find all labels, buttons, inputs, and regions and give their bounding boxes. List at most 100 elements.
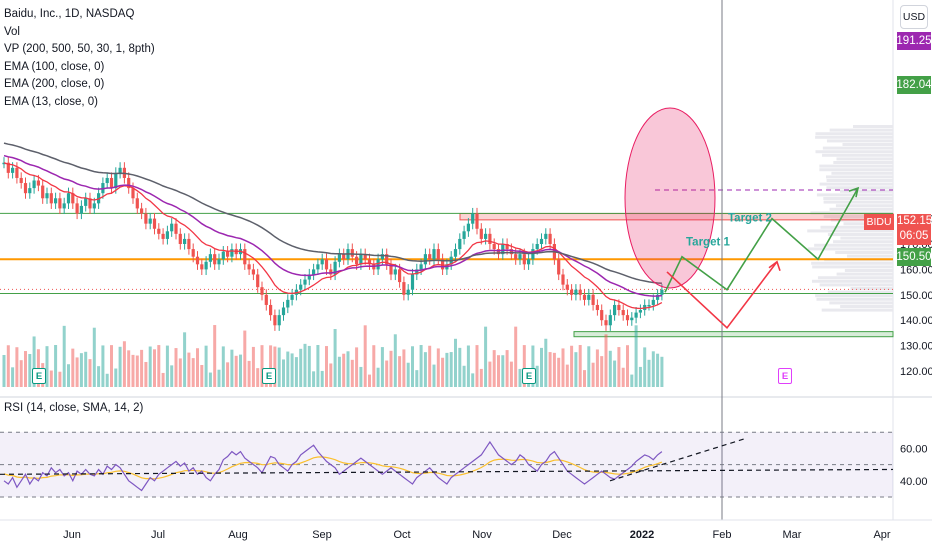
- earnings-icon[interactable]: E: [262, 368, 276, 384]
- earnings-icon-future[interactable]: E: [778, 368, 792, 384]
- candle-body: [570, 289, 574, 295]
- candle-body: [161, 233, 165, 239]
- candle-body: [496, 249, 501, 255]
- volume-bar: [178, 358, 182, 387]
- volume-bar: [294, 357, 298, 387]
- volume-bar: [127, 350, 131, 387]
- volume-bar: [350, 359, 354, 387]
- legend-ema200[interactable]: EMA (200, close, 0): [4, 78, 105, 91]
- volume-bar: [19, 360, 23, 387]
- symbol-tag: BIDU: [864, 214, 894, 230]
- volume-bar: [643, 347, 647, 387]
- candle-body: [251, 269, 255, 275]
- legend-ema100[interactable]: EMA (100, close, 0): [4, 60, 105, 73]
- candle-body: [367, 259, 372, 265]
- volume-bar: [368, 374, 371, 387]
- volume-profile-bar: [833, 161, 893, 164]
- volume-bar: [552, 352, 556, 387]
- candle-body: [574, 289, 578, 295]
- candle-body: [557, 259, 561, 275]
- candle-body: [415, 269, 419, 275]
- volume-bar: [630, 374, 634, 387]
- candle-body: [595, 304, 599, 311]
- volume-bar: [621, 367, 625, 387]
- candle-body: [419, 264, 423, 270]
- legend-vp[interactable]: VP (200, 500, 50, 30, 1, 8pth): [4, 43, 155, 56]
- candle-body: [484, 233, 488, 239]
- candle-body: [88, 198, 92, 209]
- candle-body: [436, 249, 440, 260]
- projection-up-path: [664, 187, 859, 293]
- volume-bar: [239, 354, 242, 387]
- volume-bar: [497, 355, 500, 387]
- candle-body: [458, 238, 462, 250]
- candle-body: [118, 167, 122, 173]
- volume-profile-bar: [833, 240, 893, 244]
- legend-vol[interactable]: Vol: [4, 25, 20, 38]
- candle-body: [226, 251, 230, 257]
- volume-bar: [213, 325, 217, 387]
- candle-body: [45, 193, 49, 199]
- volume-profile-bar: [826, 175, 893, 179]
- volume-bar: [208, 372, 212, 387]
- candle-body: [359, 254, 363, 265]
- candle-body: [380, 254, 384, 260]
- candle-body: [152, 218, 157, 229]
- candle-body: [140, 208, 144, 214]
- candle-body: [613, 304, 617, 316]
- price-axis-tick: 140.00: [900, 315, 932, 327]
- rsi-ma-line: [3, 456, 663, 480]
- earnings-icon[interactable]: E: [522, 368, 536, 384]
- legend-title[interactable]: Baidu, Inc., 1D, NASDAQ: [4, 8, 135, 20]
- candle-body: [307, 274, 311, 280]
- candle-body: [591, 294, 595, 305]
- currency-button[interactable]: USD: [900, 5, 928, 29]
- rsi-legend[interactable]: RSI (14, close, SMA, 14, 2): [4, 402, 144, 414]
- candle-body: [135, 198, 139, 209]
- volume-bar: [62, 325, 66, 387]
- volume-bar: [273, 346, 277, 387]
- candle-body: [320, 259, 324, 265]
- volume-bar: [286, 351, 290, 387]
- price-axis-tick: 130.00: [900, 341, 932, 353]
- volume-bar: [269, 345, 273, 387]
- volume-bar: [54, 345, 58, 387]
- volume-profile-bar: [815, 132, 893, 136]
- candle-body: [337, 254, 341, 262]
- volume-profile-bar: [844, 269, 893, 272]
- volume-bar: [389, 350, 393, 387]
- volume-bar: [544, 338, 548, 387]
- volume-bar: [153, 349, 156, 387]
- candle-body: [634, 312, 638, 318]
- volume-bar: [148, 346, 152, 387]
- target2-label: Target 2: [728, 213, 772, 225]
- volume-bar: [325, 346, 328, 387]
- candle-body: [49, 193, 53, 204]
- volume-bar: [578, 345, 582, 387]
- time-axis-tick: Sep: [312, 529, 332, 541]
- volume-profile-bar: [823, 215, 893, 218]
- rsi-line: [3, 440, 663, 492]
- volume-profile-bar: [836, 157, 893, 161]
- candle-body: [638, 310, 642, 313]
- volume-bar: [333, 329, 337, 387]
- volume-bar: [484, 326, 488, 387]
- volume-bar: [561, 348, 565, 387]
- candle-body: [105, 177, 109, 184]
- volume-bar: [359, 366, 363, 387]
- volume-bar: [303, 343, 307, 387]
- volume-profile-bar: [835, 251, 893, 254]
- volume-bar: [587, 346, 591, 387]
- volume-bar: [479, 368, 483, 387]
- earnings-icon[interactable]: E: [32, 368, 46, 384]
- volume-bar: [402, 349, 406, 387]
- candle-body: [329, 269, 333, 275]
- candle-body: [66, 193, 71, 204]
- price-axis-tick: 160.00: [900, 264, 932, 276]
- volume-bar: [299, 348, 303, 387]
- candle-body: [6, 162, 10, 173]
- projection-up-arrowhead: [848, 186, 860, 198]
- legend-ema13[interactable]: EMA (13, close, 0): [4, 95, 98, 108]
- candle-body: [277, 315, 281, 326]
